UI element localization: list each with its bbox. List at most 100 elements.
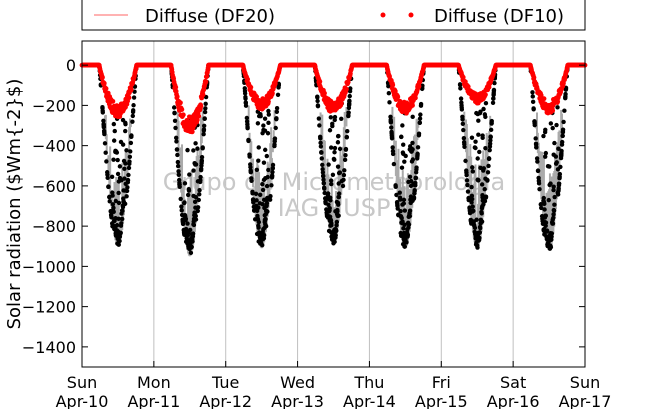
global-point <box>118 230 123 235</box>
global-point <box>410 157 416 162</box>
global-point <box>128 149 133 154</box>
global-point <box>272 143 277 149</box>
day-apr-13 <box>312 64 354 246</box>
global-point <box>326 196 331 202</box>
global-point <box>489 118 494 124</box>
global-point <box>398 208 403 214</box>
diffuse-point <box>270 90 275 96</box>
x-tick-date: Apr-12 <box>199 392 252 409</box>
global-point <box>103 150 108 155</box>
global-point <box>120 208 125 214</box>
global-point <box>560 133 565 138</box>
global-point <box>264 153 270 159</box>
global-point <box>469 200 474 205</box>
global-point <box>390 145 395 150</box>
global-point <box>246 137 251 143</box>
global-point <box>250 189 255 195</box>
day-apr-15 <box>456 64 498 250</box>
global-point <box>552 202 557 207</box>
diffuse-point <box>322 90 327 96</box>
global-point <box>410 140 415 146</box>
global-point <box>536 181 542 186</box>
global-point <box>551 184 556 189</box>
global-point <box>254 198 259 203</box>
global-point <box>329 181 334 187</box>
global-point <box>461 127 466 133</box>
global-point <box>399 134 404 140</box>
global-point <box>472 225 478 231</box>
global-point <box>173 135 179 141</box>
global-point <box>400 219 405 224</box>
global-point <box>549 231 555 236</box>
global-point <box>266 108 271 114</box>
global-point <box>320 173 326 179</box>
global-point <box>322 196 328 201</box>
global-point <box>472 145 478 150</box>
global-point <box>315 94 320 99</box>
global-point <box>315 103 321 109</box>
y-axis-title: Solar radiation ($Wm{-2}$) <box>4 79 25 330</box>
global-point <box>127 154 133 160</box>
global-point <box>198 167 204 173</box>
series <box>79 62 588 257</box>
diffuse-point <box>550 108 556 114</box>
diffuse-point <box>531 75 537 80</box>
global-point <box>395 202 400 208</box>
global-point <box>479 211 484 216</box>
global-point <box>563 91 568 97</box>
global-point <box>393 184 398 190</box>
global-point <box>327 208 332 213</box>
global-point <box>545 164 551 169</box>
global-point <box>534 145 539 150</box>
global-point <box>119 221 124 226</box>
global-point <box>180 221 186 227</box>
global-point <box>335 140 341 145</box>
global-point <box>243 100 248 105</box>
global-point <box>316 116 322 121</box>
global-point <box>111 121 117 127</box>
global-point <box>185 233 191 238</box>
global-point <box>125 185 130 190</box>
global-point <box>254 208 260 214</box>
global-point <box>203 101 208 107</box>
global-point <box>407 174 413 179</box>
x-tick-day: Tue <box>211 373 239 392</box>
global-point <box>111 205 116 211</box>
global-point <box>341 172 347 178</box>
global-point <box>260 242 265 248</box>
x-tick-date: Apr-15 <box>415 392 468 409</box>
x-tick-day: Thu <box>353 373 384 392</box>
plot-area: Grupo de Micrometeorologia IAG - USP <box>79 40 588 368</box>
global-point <box>342 157 348 163</box>
global-point <box>124 194 129 199</box>
global-point <box>551 212 556 217</box>
global-point <box>552 194 557 200</box>
global-point <box>192 199 198 205</box>
global-point <box>264 201 270 206</box>
global-point <box>346 113 351 119</box>
global-point <box>261 236 267 241</box>
x-tick-day: Wed <box>280 373 315 392</box>
global-point <box>331 156 337 162</box>
global-point <box>256 225 261 230</box>
global-point <box>551 187 556 193</box>
global-point <box>415 154 420 159</box>
global-point <box>265 174 270 180</box>
global-point <box>104 159 109 164</box>
global-point <box>270 173 275 178</box>
global-point <box>319 156 324 161</box>
x-tick-date: Apr-11 <box>127 392 180 409</box>
global-point <box>177 182 182 187</box>
global-point <box>550 125 555 131</box>
diffuse-point <box>103 86 109 91</box>
legend-dot-df10 <box>408 12 414 18</box>
global-point <box>473 139 478 144</box>
global-point <box>419 86 425 92</box>
global-point <box>548 121 554 126</box>
global-point <box>483 114 488 120</box>
global-point <box>462 141 467 147</box>
global-point <box>470 169 476 174</box>
global-point <box>346 110 351 115</box>
global-point <box>413 180 418 186</box>
global-point <box>315 98 320 104</box>
